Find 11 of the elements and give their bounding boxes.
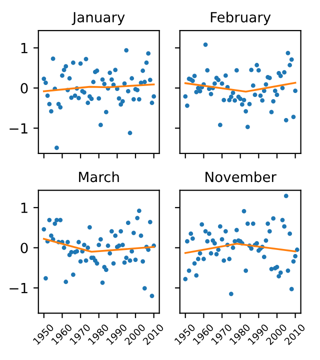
y-tick-label: 1 [21,202,28,213]
chart-title: January [72,12,125,26]
y-tick-label: 0 [20,242,28,254]
y-tick-label: −1 [10,283,28,294]
line-series [42,84,155,92]
chart-title: March [79,171,119,182]
y-tick-label: 1 [21,43,28,54]
y-tick-label: −1 [10,123,28,134]
chart-title: February [210,12,271,26]
y-tick-label: 0 [20,82,28,94]
chart-title: November [206,171,276,182]
